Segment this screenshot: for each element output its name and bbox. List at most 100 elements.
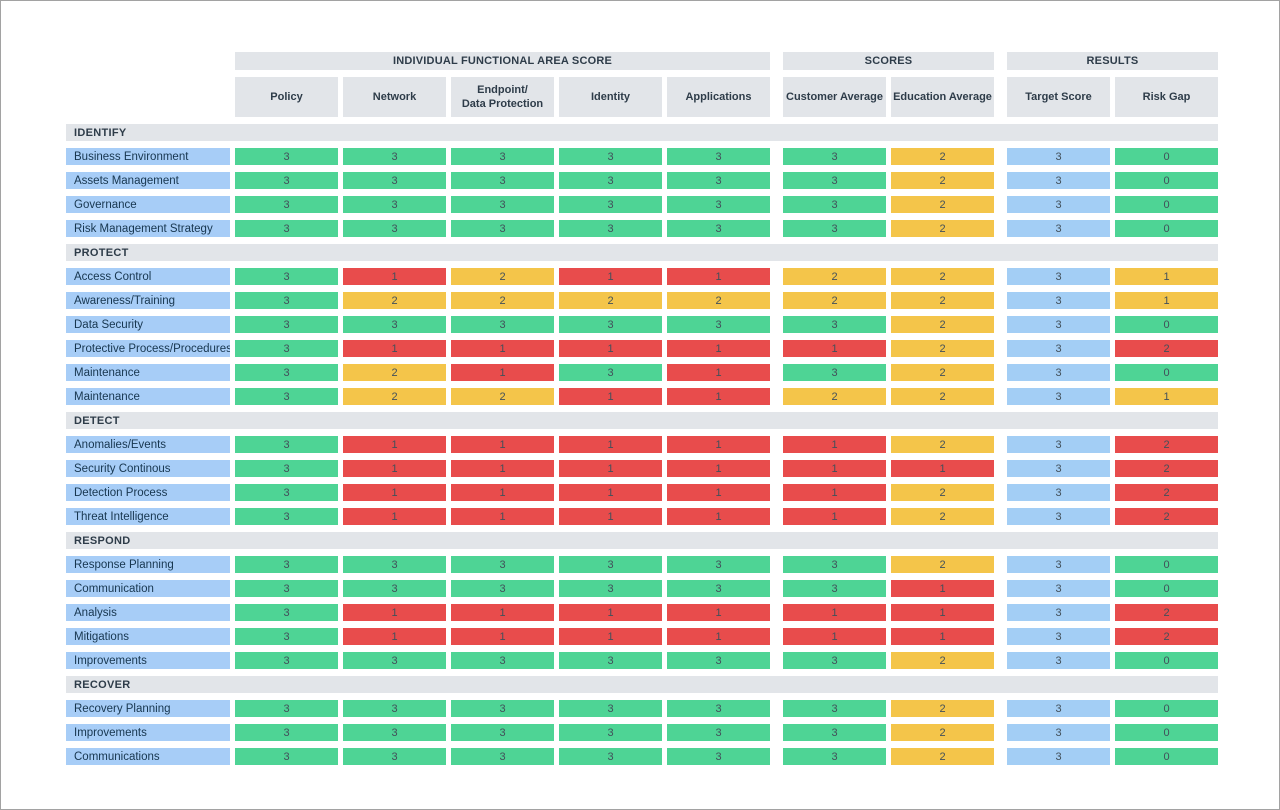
customer-average-cell: 2 bbox=[783, 268, 886, 285]
section-header-protect: PROTECT bbox=[66, 244, 1218, 261]
education-average-cell: 2 bbox=[891, 484, 994, 501]
customer-average-cell: 3 bbox=[783, 148, 886, 165]
score-cell-applications: 3 bbox=[667, 700, 770, 717]
customer-average-cell: 3 bbox=[783, 652, 886, 669]
score-cell-endpoint-data-protection: 3 bbox=[451, 700, 554, 717]
target-score-cell: 3 bbox=[1007, 364, 1110, 381]
score-cell-applications: 1 bbox=[667, 628, 770, 645]
score-cell-network: 2 bbox=[343, 364, 446, 381]
education-average-cell: 2 bbox=[891, 196, 994, 213]
score-cell-policy: 3 bbox=[235, 508, 338, 525]
risk-gap-cell: 0 bbox=[1115, 556, 1218, 573]
score-cell-identity: 3 bbox=[559, 652, 662, 669]
score-cell-policy: 3 bbox=[235, 316, 338, 333]
risk-gap-cell: 2 bbox=[1115, 604, 1218, 621]
row-label-assets-management: Assets Management bbox=[66, 172, 230, 189]
education-average-cell: 2 bbox=[891, 700, 994, 717]
education-average-cell: 2 bbox=[891, 172, 994, 189]
score-cell-identity: 3 bbox=[559, 364, 662, 381]
education-average-cell: 2 bbox=[891, 556, 994, 573]
customer-average-cell: 3 bbox=[783, 748, 886, 765]
score-cell-identity: 3 bbox=[559, 220, 662, 237]
score-cell-policy: 3 bbox=[235, 700, 338, 717]
score-cell-network: 3 bbox=[343, 652, 446, 669]
risk-gap-cell: 2 bbox=[1115, 508, 1218, 525]
risk-gap-cell: 1 bbox=[1115, 268, 1218, 285]
score-cell-policy: 3 bbox=[235, 436, 338, 453]
score-cell-identity: 3 bbox=[559, 172, 662, 189]
score-cell-policy: 3 bbox=[235, 292, 338, 309]
group-header-scores: SCORES bbox=[783, 52, 994, 70]
score-cell-identity: 3 bbox=[559, 724, 662, 741]
risk-gap-cell: 0 bbox=[1115, 196, 1218, 213]
target-score-cell: 3 bbox=[1007, 196, 1110, 213]
score-cell-applications: 3 bbox=[667, 172, 770, 189]
target-score-cell: 3 bbox=[1007, 388, 1110, 405]
row-label-protective-process-procedures: Protective Process/Procedures bbox=[66, 340, 230, 357]
score-cell-identity: 1 bbox=[559, 268, 662, 285]
risk-gap-cell: 2 bbox=[1115, 340, 1218, 357]
customer-average-cell: 1 bbox=[783, 460, 886, 477]
score-cell-applications: 1 bbox=[667, 604, 770, 621]
score-cell-network: 2 bbox=[343, 292, 446, 309]
risk-gap-cell: 0 bbox=[1115, 148, 1218, 165]
row-label-data-security: Data Security bbox=[66, 316, 230, 333]
risk-gap-cell: 0 bbox=[1115, 748, 1218, 765]
customer-average-cell: 3 bbox=[783, 220, 886, 237]
score-cell-applications: 1 bbox=[667, 268, 770, 285]
score-cell-endpoint-data-protection: 1 bbox=[451, 508, 554, 525]
risk-gap-cell: 0 bbox=[1115, 172, 1218, 189]
score-cell-network: 3 bbox=[343, 748, 446, 765]
score-cell-policy: 3 bbox=[235, 652, 338, 669]
score-cell-network: 1 bbox=[343, 484, 446, 501]
row-label-anomalies-events: Anomalies/Events bbox=[66, 436, 230, 453]
score-cell-policy: 3 bbox=[235, 220, 338, 237]
risk-gap-cell: 1 bbox=[1115, 388, 1218, 405]
score-cell-policy: 3 bbox=[235, 748, 338, 765]
risk-gap-cell: 0 bbox=[1115, 364, 1218, 381]
score-cell-policy: 3 bbox=[235, 628, 338, 645]
score-cell-endpoint-data-protection: 2 bbox=[451, 268, 554, 285]
section-header-identify: IDENTIFY bbox=[66, 124, 1218, 141]
score-cell-identity: 1 bbox=[559, 436, 662, 453]
score-cell-endpoint-data-protection: 1 bbox=[451, 364, 554, 381]
customer-average-cell: 3 bbox=[783, 172, 886, 189]
score-cell-network: 1 bbox=[343, 628, 446, 645]
scorecard-grid: INDIVIDUAL FUNCTIONAL AREA SCORE SCORES RE… bbox=[66, 52, 1218, 765]
score-cell-endpoint-data-protection: 2 bbox=[451, 292, 554, 309]
score-cell-network: 1 bbox=[343, 508, 446, 525]
customer-average-cell: 1 bbox=[783, 436, 886, 453]
target-score-cell: 3 bbox=[1007, 556, 1110, 573]
target-score-cell: 3 bbox=[1007, 220, 1110, 237]
score-cell-endpoint-data-protection: 3 bbox=[451, 748, 554, 765]
row-label-detection-process: Detection Process bbox=[66, 484, 230, 501]
score-cell-endpoint-data-protection: 2 bbox=[451, 388, 554, 405]
score-cell-identity: 3 bbox=[559, 196, 662, 213]
score-cell-identity: 1 bbox=[559, 604, 662, 621]
page-container: INDIVIDUAL FUNCTIONAL AREA SCORE SCORES RE… bbox=[1, 1, 1279, 765]
score-cell-policy: 3 bbox=[235, 604, 338, 621]
score-cell-identity: 3 bbox=[559, 148, 662, 165]
score-cell-network: 3 bbox=[343, 172, 446, 189]
score-cell-network: 3 bbox=[343, 724, 446, 741]
customer-average-cell: 3 bbox=[783, 196, 886, 213]
target-score-cell: 3 bbox=[1007, 340, 1110, 357]
score-cell-endpoint-data-protection: 3 bbox=[451, 220, 554, 237]
score-cell-endpoint-data-protection: 1 bbox=[451, 340, 554, 357]
score-cell-endpoint-data-protection: 1 bbox=[451, 628, 554, 645]
score-cell-applications: 1 bbox=[667, 460, 770, 477]
row-label-maintenance: Maintenance bbox=[66, 364, 230, 381]
score-cell-network: 1 bbox=[343, 340, 446, 357]
score-cell-network: 3 bbox=[343, 148, 446, 165]
score-cell-identity: 1 bbox=[559, 628, 662, 645]
score-cell-policy: 3 bbox=[235, 364, 338, 381]
row-label-risk-management-strategy: Risk Management Strategy bbox=[66, 220, 230, 237]
target-score-cell: 3 bbox=[1007, 508, 1110, 525]
target-score-cell: 3 bbox=[1007, 484, 1110, 501]
row-label-improvements: Improvements bbox=[66, 724, 230, 741]
score-cell-policy: 3 bbox=[235, 484, 338, 501]
score-cell-policy: 3 bbox=[235, 196, 338, 213]
target-score-cell: 3 bbox=[1007, 700, 1110, 717]
score-cell-applications: 3 bbox=[667, 748, 770, 765]
score-cell-identity: 1 bbox=[559, 484, 662, 501]
